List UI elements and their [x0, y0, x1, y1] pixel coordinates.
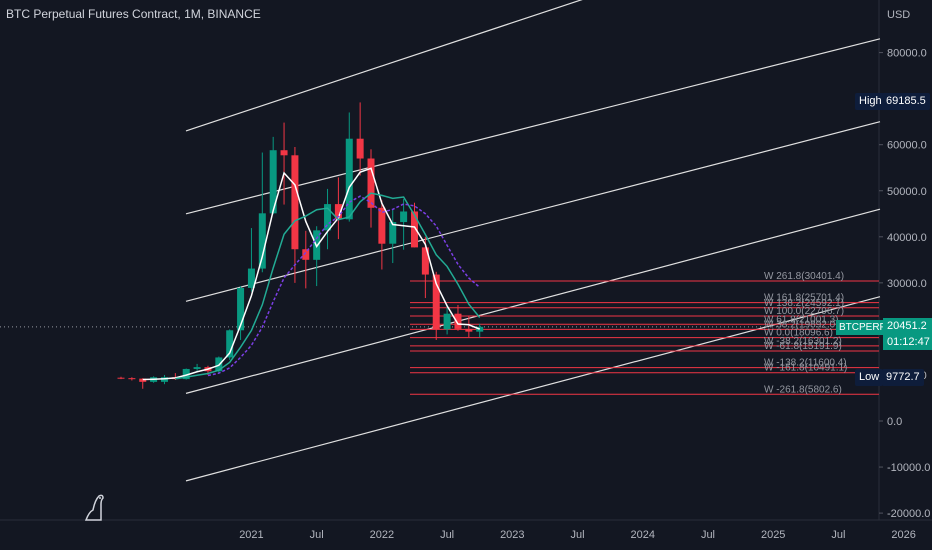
tradingview-logo-icon	[84, 494, 104, 521]
candle-body	[421, 247, 429, 275]
candle-body	[139, 378, 147, 382]
ma-green-line	[175, 192, 481, 380]
candle-body	[117, 377, 125, 379]
candle-body	[324, 204, 332, 231]
candle-body	[280, 150, 288, 156]
high-tag-value: 69185.5	[882, 93, 930, 110]
fib-level-label: W 0.0(18096.6)	[764, 328, 833, 339]
x-tick-label: 2026	[891, 529, 915, 541]
candle-body	[465, 328, 473, 332]
fib-level-label: W 38.2(19892.0)	[764, 319, 839, 330]
candle-body	[476, 326, 484, 332]
y-tick-label: 40000.0	[887, 232, 927, 244]
fib-level-label: W 100.0(22796.7)	[764, 306, 844, 317]
candle-body	[378, 207, 386, 244]
low-tag-label: Low	[855, 369, 884, 386]
fib-level-label: W -38.2(16301.2)	[764, 336, 842, 347]
y-tick-label: -10000.0	[887, 462, 930, 474]
chart-title: BTC Perpetual Futures Contract, 1M, BINA…	[6, 7, 261, 21]
candle-body	[247, 268, 255, 288]
symbol-tag: BTCPERP	[836, 320, 890, 335]
x-tick-label: 2024	[631, 529, 655, 541]
y-tick-label: 60000.0	[887, 140, 927, 152]
fib-level-label: W 61.8(21001.3)	[764, 314, 839, 325]
fib-level-label: W 261.8(30401.4)	[764, 271, 844, 282]
candle-body	[400, 211, 408, 223]
x-tick-label: 2025	[761, 529, 785, 541]
high-tag-label: High	[855, 93, 886, 110]
candle-body	[269, 150, 277, 214]
fib-level-label: W -138.2(11600.4)	[764, 358, 847, 369]
candle-body	[128, 378, 136, 380]
candle-body	[367, 158, 375, 208]
candle-body	[291, 155, 299, 250]
ma-purple-line	[207, 195, 481, 377]
candle-body	[302, 249, 310, 260]
last-price-tag: 20451.2	[883, 318, 932, 334]
candle-body	[258, 213, 266, 269]
channel-line	[185, 38, 881, 215]
fib-level-label: W 161.8(25701.4)	[764, 293, 844, 304]
low-tag-value: 9772.7	[882, 369, 924, 386]
x-tick-label: Jul	[310, 529, 324, 541]
y-tick-label: -20000.0	[887, 508, 930, 520]
candle-body	[160, 377, 168, 382]
y-tick-label: 0.0	[887, 416, 902, 428]
channel-line	[185, 296, 881, 482]
candle-body	[182, 368, 190, 380]
fib-level-label: W -161.8(10491.1)	[764, 363, 847, 374]
fib-level-label: W -61.8(15191.9)	[764, 341, 842, 352]
candle-body	[334, 204, 342, 220]
channel-line	[185, 208, 881, 394]
x-tick-label: 2021	[239, 529, 263, 541]
candle-body	[410, 211, 418, 248]
y-tick-label: 30000.0	[887, 278, 927, 290]
y-tick-label: 80000.0	[887, 48, 927, 60]
candle-body	[389, 222, 397, 244]
candle-body	[356, 138, 364, 159]
fib-level-label: W -261.8(5802.6)	[764, 384, 842, 395]
candle-body	[345, 138, 353, 220]
candle-body	[432, 274, 440, 330]
candle-body	[454, 313, 462, 329]
countdown-tag: 01:12:47	[883, 334, 932, 350]
candle-body	[193, 367, 201, 369]
y-tick-label: 50000.0	[887, 186, 927, 198]
x-tick-label: Jul	[701, 529, 715, 541]
x-tick-label: 2023	[500, 529, 524, 541]
currency-label: USD	[887, 9, 911, 21]
x-tick-label: Jul	[440, 529, 454, 541]
channel-line	[185, 121, 881, 302]
candle-body	[443, 313, 451, 330]
channel-line	[185, 0, 583, 132]
candle-body	[237, 287, 245, 331]
x-tick-label: 2022	[370, 529, 394, 541]
candle-body	[226, 330, 234, 358]
fib-level-label: W 138.2(24592.1)	[764, 298, 844, 309]
x-tick-label: Jul	[571, 529, 585, 541]
ma-white-line	[142, 167, 480, 381]
x-tick-label: Jul	[831, 529, 845, 541]
